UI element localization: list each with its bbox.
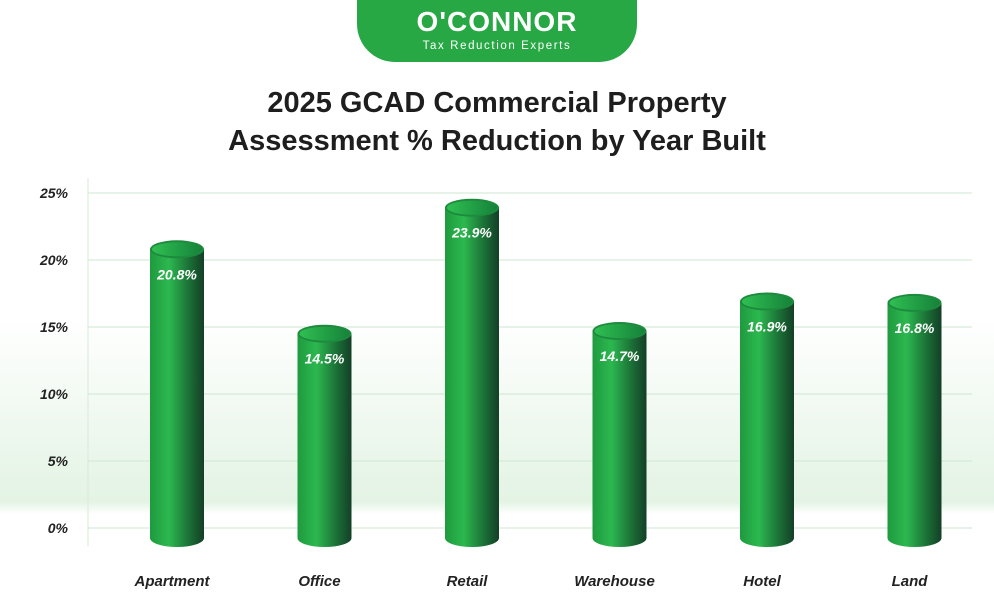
bar-top-highlight: [594, 324, 645, 339]
bar-body: [445, 207, 499, 548]
bar-office: [297, 324, 352, 547]
brand-tagline: Tax Reduction Experts: [422, 40, 572, 52]
y-tick-label: 15%: [40, 319, 69, 335]
data-label: 14.7%: [600, 348, 640, 364]
bar-top-highlight: [299, 326, 350, 341]
bar-top-highlight: [742, 294, 792, 309]
bar-body: [150, 249, 204, 547]
bar-hotel: [740, 292, 794, 547]
bar-warehouse: [592, 322, 647, 547]
bar-body: [297, 333, 352, 547]
chart-title-line-1: 2025 GCAD Commercial Property: [267, 87, 727, 119]
y-tick-label: 20%: [39, 252, 69, 268]
bar-land: [887, 293, 942, 547]
x-tick-label: Land: [892, 573, 929, 590]
bar-retail: [445, 198, 499, 548]
bar-body: [592, 331, 647, 547]
data-label: 20.8%: [156, 266, 197, 282]
data-label: 23.9%: [451, 225, 492, 241]
bar-body: [740, 301, 794, 547]
brand-badge: O'CONNOR Tax Reduction Experts: [357, 0, 637, 62]
data-label: 16.8%: [895, 320, 935, 336]
bar-top-highlight: [152, 242, 202, 257]
data-label: 16.9%: [747, 319, 787, 335]
x-tick-label: Office: [298, 573, 340, 590]
bar-apartment: [150, 240, 204, 547]
chart-title-line-2: Assessment % Reduction by Year Built: [228, 125, 766, 157]
y-tick-label: 0%: [48, 520, 69, 536]
x-tick-label: Retail: [447, 573, 489, 590]
y-tick-label: 10%: [40, 386, 69, 402]
y-tick-label: 5%: [48, 453, 69, 469]
bar-top-highlight: [447, 200, 497, 215]
x-tick-label: Apartment: [133, 573, 210, 590]
data-label: 14.5%: [305, 351, 345, 367]
chart-title: 2025 GCAD Commercial Property Assessment…: [0, 84, 994, 160]
brand-logo-text: O'CONNOR: [416, 6, 578, 37]
y-tick-label: 25%: [39, 185, 69, 201]
bar-top-highlight: [889, 295, 940, 310]
bar-body: [887, 302, 942, 547]
x-tick-label: Hotel: [743, 573, 781, 590]
x-tick-label: Warehouse: [574, 573, 655, 590]
